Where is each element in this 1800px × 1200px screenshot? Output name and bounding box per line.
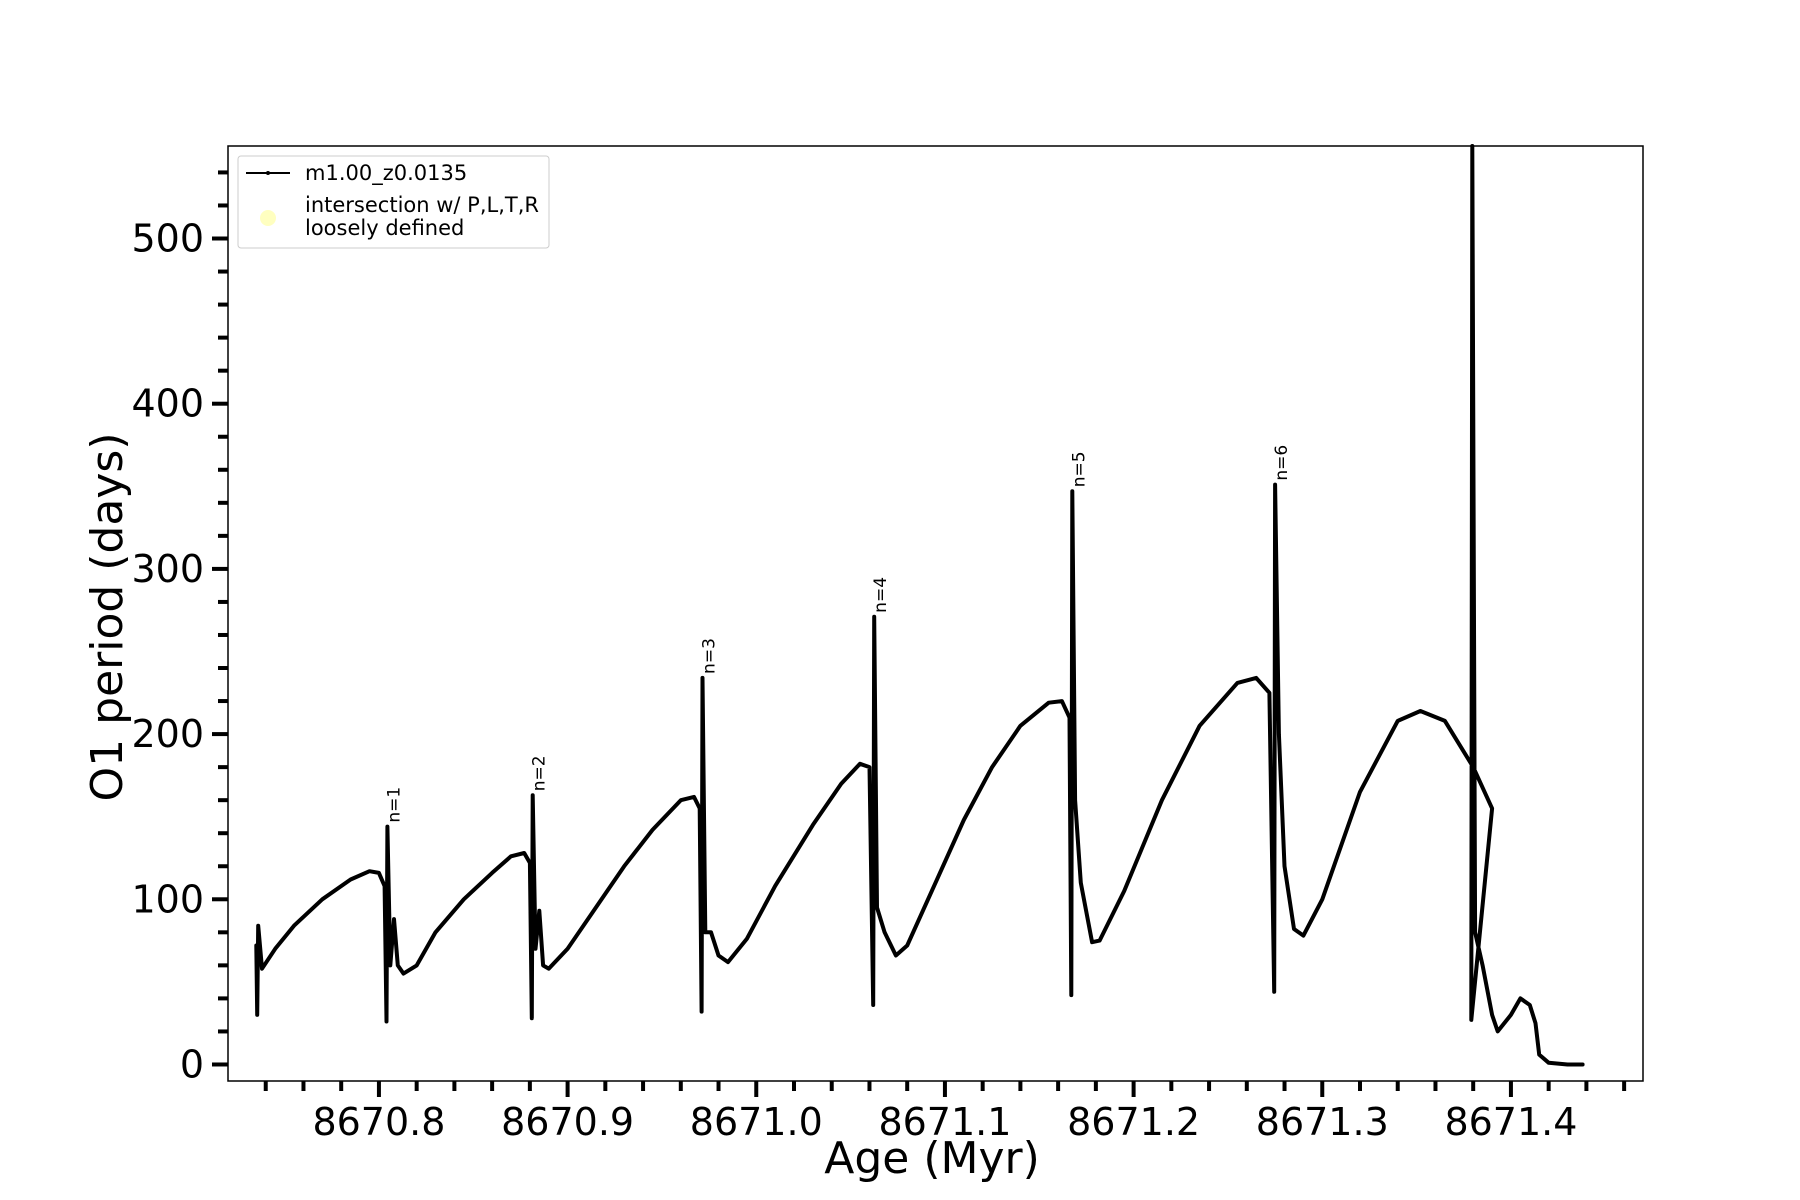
y-tick-label: 300 [131, 547, 204, 591]
y-tick-label: 100 [131, 877, 204, 921]
pulse-annotation: n=1 [384, 787, 404, 823]
x-tick-label: 8671.0 [690, 1100, 823, 1144]
plot-frame [227, 145, 1644, 1082]
series-line [254, 144, 1585, 1067]
legend-intersection-marker [260, 210, 276, 226]
x-tick-label: 8671.3 [1256, 1100, 1389, 1144]
legend-label-intersection: intersection w/ P,L,T,R loosely defined [305, 193, 539, 240]
pulse-annotation: n=2 [530, 755, 550, 791]
legend-label-series: m1.00_z0.0135 [305, 161, 467, 186]
pulse-annotation: n=5 [1069, 451, 1089, 487]
plot-border [227, 145, 1644, 1082]
x-tick-label: 8671.4 [1444, 1100, 1577, 1144]
y-tick-label: 400 [131, 382, 204, 426]
y-tick-label: 500 [131, 217, 204, 261]
pulse-annotation: n=4 [871, 577, 891, 613]
y-tick-label: 200 [131, 712, 204, 756]
pulse-annotation: n=3 [699, 638, 719, 674]
y-axis: 0 100 200 300 400 500 [131, 170, 228, 1086]
pulse-annotation: n=6 [1272, 445, 1292, 481]
legend: m1.00_z0.0135 intersection w/ P,L,T,R loo… [237, 155, 550, 249]
x-tick-label: 8671.1 [878, 1100, 1011, 1144]
series-layer [254, 144, 1585, 1067]
annotations: n=1 n=2 n=3 n=4 n=5 n=6 [384, 445, 1292, 823]
legend-box [237, 155, 550, 249]
y-axis-label: O1 period (days) [82, 433, 133, 802]
x-axis-label: Age (Myr) [824, 1133, 1040, 1184]
legend-dot-marker [266, 171, 270, 175]
x-tick-label: 8670.9 [501, 1100, 634, 1144]
x-tick-label: 8671.2 [1067, 1100, 1200, 1144]
y-tick-label: 0 [180, 1042, 204, 1086]
x-tick-label: 8670.8 [312, 1100, 445, 1144]
x-axis: 8670.8 8670.9 8671.0 8671.1 8671.2 8671.3 8671… [263, 1081, 1627, 1144]
